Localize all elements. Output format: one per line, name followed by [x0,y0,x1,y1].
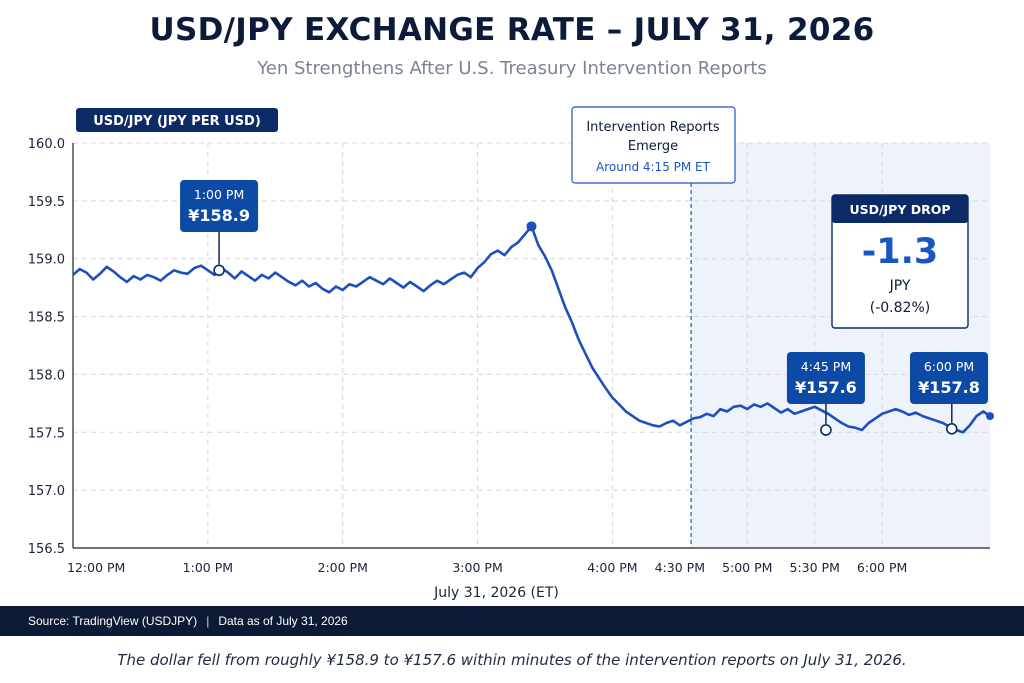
y-tick-label: 160.0 [28,137,65,152]
x-axis-label: July 31, 2026 (ET) [433,585,559,601]
callout-box [786,352,865,404]
callout-box [910,352,988,404]
x-tick-label: 4:00 PM [587,560,637,575]
callout-time: 1:00 PM [194,187,244,202]
price-callout: 6:00 PM ¥157.8 [910,352,988,435]
x-tick-label: 1:00 PM [183,560,233,575]
price-callout: 1:00 PM ¥158.9 [180,180,259,277]
peak-point [526,221,537,232]
drop-box-header: USD/JPY DROP [849,202,950,217]
callout-price: ¥157.8 [918,378,980,397]
drop-box-header-bg [832,195,968,223]
chart-title: USD/JPY EXCHANGE RATE – JULY 31, 2026 [149,12,875,48]
line-chart: 160.0 159.5 159.0 158.5 158.0 157.5 157.0 156.5… [28,106,994,601]
event-label-line2: Emerge [628,139,678,154]
series-label-text: USD/JPY (JPY PER USD) [93,114,261,129]
callout-marker [820,424,832,436]
as-of-text: Data as of July 31, 2026 [218,614,348,628]
series-label-bg [76,108,278,132]
drop-summary-box: USD/JPY DROP -1.3 JPY (-0.82%) [831,194,969,329]
callout-price: ¥158.9 [188,206,250,225]
chart-caption: The dollar fell from roughly ¥158.9 to ¥… [117,651,907,669]
y-tick-label: 159.0 [28,253,65,268]
drop-box-unit: JPY [889,278,911,294]
event-label-line1: Intervention Reports [586,120,720,135]
drop-box-value: -1.3 [862,232,939,272]
x-tick-label: 12:00 PM [67,560,125,575]
y-tick-label: 159.5 [28,195,65,210]
series-end-point [986,412,994,421]
x-tick-label: 5:00 PM [722,560,772,575]
y-tick-label: 157.5 [28,426,65,441]
price-callout: 4:45 PM ¥157.6 [786,352,865,436]
series-label-badge: USD/JPY (JPY PER USD) [76,108,278,132]
event-annotation: Intervention Reports Emerge Around 4:15 PM… [571,106,736,184]
callout-time: 6:00 PM [924,359,974,374]
y-tick-label: 158.0 [28,368,65,383]
y-tick-label: 157.0 [28,484,65,499]
drop-box-percent: (-0.82%) [870,300,930,316]
chart-subtitle: Yen Strengthens After U.S. Treasury Inte… [257,58,767,79]
event-time-label: Around 4:15 PM ET [596,160,711,174]
source-bar: Source: TradingView (USDJPY) | Data as o… [0,606,1024,636]
source-text: Source: TradingView (USDJPY) [28,614,198,628]
y-tick-label: 158.5 [28,311,65,326]
x-tick-label: 5:30 PM [790,560,840,575]
event-annotation-box [571,106,736,184]
y-tick-label: 156.5 [28,542,65,557]
callout-marker [945,423,958,435]
x-tick-label: 2:00 PM [318,560,368,575]
callout-price: ¥157.6 [795,378,857,397]
x-tick-label: 3:00 PM [452,560,502,575]
x-tick-label: 6:00 PM [857,560,907,575]
callout-box [180,180,259,232]
source-separator: | [206,614,210,628]
x-tick-label: 4:30 PM [655,560,705,575]
callout-marker [213,264,225,277]
callout-time: 4:45 PM [801,359,851,374]
